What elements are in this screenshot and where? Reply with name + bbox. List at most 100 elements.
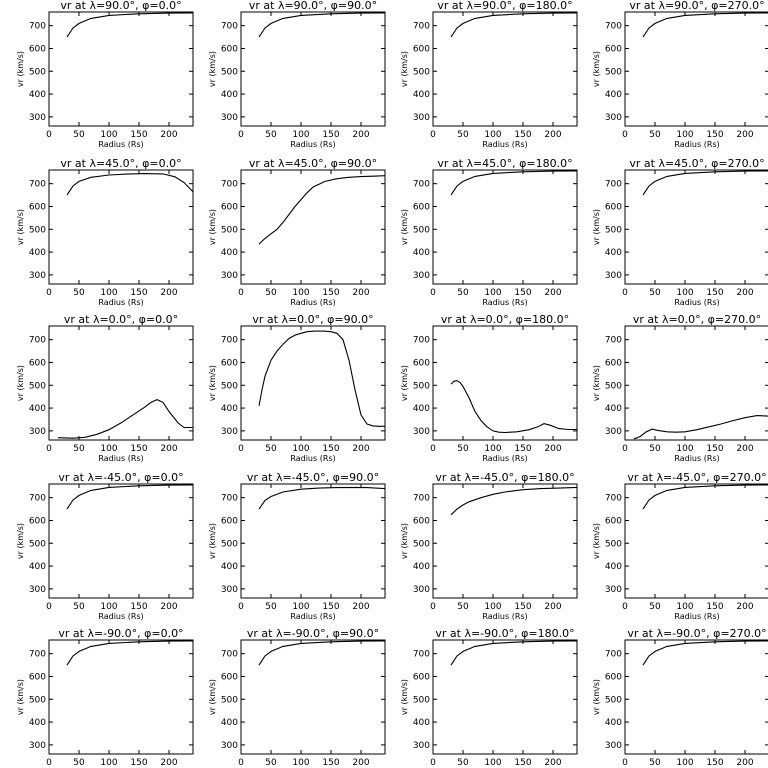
x-tick-label: 0 (46, 602, 52, 612)
x-tick-label: 0 (46, 288, 52, 298)
x-tick-label: 100 (676, 130, 693, 140)
y-tick-label: 300 (29, 113, 46, 123)
y-tick-label: 400 (605, 718, 622, 728)
plot-frame (48, 325, 194, 441)
chart-panel: vr at λ=45.0°, φ=0.0° 0 50 100 150 200 300 400 5… (16, 157, 194, 307)
x-tick-label: 100 (292, 130, 309, 140)
x-tick-label: 50 (265, 602, 277, 612)
x-tick-label: 100 (484, 444, 501, 454)
y-tick-label: 300 (29, 585, 46, 595)
y-tick-label: 700 (413, 22, 430, 32)
x-tick-label: 150 (130, 758, 147, 768)
x-tick-label: 0 (430, 288, 436, 298)
x-tick-label: 150 (130, 288, 147, 298)
x-axis-label: Radius (Rs) (290, 140, 335, 149)
x-tick-label: 100 (484, 602, 501, 612)
chart-panel: vr at λ=90.0°, φ=0.0° 0 50 100 150 200 300 400 5… (16, 0, 194, 149)
x-tick-label: 100 (484, 758, 501, 768)
y-axis-label: vr (km/s) (16, 679, 25, 715)
data-series-line (450, 12, 578, 38)
plot-frame (240, 169, 386, 285)
y-tick-label: 300 (221, 427, 238, 437)
x-tick-label: 150 (706, 758, 723, 768)
y-tick-label: 300 (221, 113, 238, 123)
y-tick-label: 600 (605, 358, 622, 368)
y-tick-label: 500 (29, 225, 46, 235)
x-axis-label: Radius (Rs) (674, 612, 719, 621)
y-tick-label: 600 (221, 672, 238, 682)
y-tick-label: 600 (221, 358, 238, 368)
chart-title: vr at λ=-45.0°, φ=270.0° (627, 471, 766, 484)
y-tick-label: 600 (221, 44, 238, 54)
x-tick-label: 0 (622, 602, 628, 612)
chart-title: vr at λ=45.0°, φ=90.0° (249, 157, 377, 170)
x-tick-label: 150 (322, 758, 339, 768)
x-tick-label: 150 (514, 602, 531, 612)
plot-frame (432, 639, 578, 755)
chart-panel: vr at λ=0.0°, φ=90.0° 0 50 100 150 200 300 400 5… (208, 313, 386, 463)
y-tick-label: 700 (221, 650, 238, 660)
x-tick-label: 100 (676, 758, 693, 768)
y-axis-label: vr (km/s) (592, 209, 601, 245)
plot-frame (624, 11, 768, 127)
x-axis-label: Radius (Rs) (674, 454, 719, 463)
y-tick-label: 400 (413, 248, 430, 258)
y-tick-label: 600 (29, 672, 46, 682)
plot-frame (48, 11, 194, 127)
x-tick-label: 200 (736, 288, 753, 298)
y-tick-label: 500 (29, 67, 46, 77)
chart-panel: vr at λ=-45.0°, φ=180.0° 0 50 100 150 200 300 4… (400, 471, 578, 621)
plot-frame (432, 11, 578, 127)
y-tick-label: 500 (413, 381, 430, 391)
x-tick-label: 50 (457, 288, 469, 298)
chart-panel: vr at λ=45.0°, φ=270.0° 0 50 100 150 200 300 40… (592, 157, 768, 307)
data-series-line (642, 640, 768, 666)
data-series-line (642, 484, 768, 510)
y-tick-label: 500 (221, 381, 238, 391)
y-tick-label: 400 (29, 90, 46, 100)
y-tick-label: 300 (221, 741, 238, 751)
y-axis-label: vr (km/s) (16, 209, 25, 245)
plot-frame (48, 483, 194, 599)
y-axis-label: vr (km/s) (592, 365, 601, 401)
x-tick-label: 150 (706, 288, 723, 298)
y-axis-label: vr (km/s) (16, 523, 25, 559)
x-tick-label: 0 (430, 130, 436, 140)
x-tick-label: 50 (265, 130, 277, 140)
x-tick-label: 200 (544, 288, 561, 298)
y-axis-label: vr (km/s) (592, 523, 601, 559)
y-tick-label: 300 (413, 271, 430, 281)
y-tick-label: 700 (413, 494, 430, 504)
x-tick-label: 0 (238, 758, 244, 768)
chart-panel: vr at λ=90.0°, φ=90.0° 0 50 100 150 200 300 400… (208, 0, 386, 149)
x-tick-label: 200 (160, 130, 177, 140)
data-series-line (642, 170, 768, 196)
y-tick-label: 600 (413, 358, 430, 368)
y-tick-label: 600 (605, 516, 622, 526)
plot-frame (624, 325, 768, 441)
y-tick-label: 400 (221, 404, 238, 414)
chart-title: vr at λ=0.0°, φ=180.0° (441, 313, 569, 326)
chart-title: vr at λ=90.0°, φ=0.0° (60, 0, 181, 12)
x-tick-label: 0 (238, 444, 244, 454)
x-tick-label: 200 (736, 758, 753, 768)
data-series-line (66, 12, 194, 38)
chart-title: vr at λ=-45.0°, φ=0.0° (58, 471, 183, 484)
x-tick-label: 50 (265, 288, 277, 298)
chart-panel: vr at λ=0.0°, φ=0.0° 0 50 100 150 200 300 400 50… (16, 313, 194, 463)
y-tick-label: 400 (221, 248, 238, 258)
chart-panel: vr at λ=-90.0°, φ=180.0° 0 50 100 150 200 300 4… (400, 627, 578, 768)
y-axis-label: vr (km/s) (208, 365, 217, 401)
chart-panel: vr at λ=45.0°, φ=90.0° 0 50 100 150 200 300 400… (208, 157, 386, 307)
x-tick-label: 0 (622, 130, 628, 140)
x-axis-label: Radius (Rs) (290, 298, 335, 307)
x-axis-label: Radius (Rs) (674, 298, 719, 307)
data-series-line (57, 398, 193, 439)
y-tick-label: 600 (29, 202, 46, 212)
plot-frame (624, 639, 768, 755)
data-series-line (258, 330, 385, 427)
y-tick-label: 300 (29, 271, 46, 281)
y-axis-label: vr (km/s) (208, 679, 217, 715)
x-tick-label: 200 (736, 602, 753, 612)
chart-title: vr at λ=-90.0°, φ=270.0° (627, 627, 766, 640)
